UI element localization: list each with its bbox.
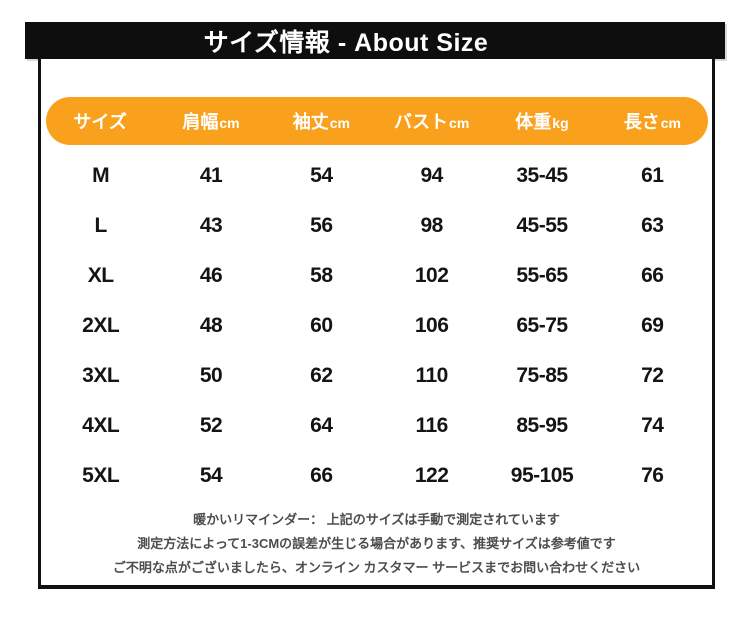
bust-value: 122 [414,464,449,487]
note-line-2: 測定方法によって1-3CMの誤差が生じる場合があります、推奨サイズは参考値です [137,536,616,551]
note-line-1: 暖かいリマインダー： 上記のサイズは手動で測定されています [193,512,560,527]
sleeve-value: 54 [310,164,333,187]
table-row-5xl: 5XL 54 66 122 95-105 76 [46,451,708,501]
table-row-l: L 43 56 98 45-55 63 [46,201,708,251]
size-label: M [92,164,110,187]
size-table-body: M 41 54 94 35-45 61 L 43 56 98 45-55 63 … [41,151,712,501]
header-cell-length: 長さcm [623,112,681,132]
weight-value: 85-95 [516,414,568,437]
length-value: 61 [641,164,664,187]
sleeve-value: 62 [310,364,333,387]
header-cell-size: サイズ [73,112,127,132]
bust-value: 116 [415,414,448,437]
sleeve-value: 60 [310,314,333,337]
sleeve-value: 58 [310,264,333,287]
table-row-m: M 41 54 94 35-45 61 [46,151,708,201]
weight-value: 75-85 [516,364,568,387]
weight-value: 35-45 [516,164,568,187]
table-row-4xl: 4XL 52 64 116 85-95 74 [46,401,708,451]
length-value: 76 [641,464,664,487]
header-cell-shoulder: 肩幅cm [182,112,240,132]
sleeve-value: 56 [310,214,333,237]
weight-value: 65-75 [516,314,568,337]
shoulder-value: 52 [199,414,223,437]
weight-value: 55-65 [516,264,568,287]
page-title: サイズ情報 - About Size [203,28,489,57]
bust-value: 102 [414,264,449,287]
sleeve-value: 66 [310,464,333,487]
length-value: 66 [641,264,664,287]
shoulder-value: 43 [199,214,223,237]
size-label: L [94,214,108,237]
shoulder-value: 41 [199,164,223,187]
length-value: 69 [641,314,664,337]
bust-value: 98 [420,214,443,237]
bust-value: 110 [415,364,448,387]
size-label: XL [87,264,114,287]
size-header-pill: サイズ 肩幅cm 袖丈cm バストcm 体重kg 長さcm [45,97,708,145]
shoulder-value: 50 [199,364,223,387]
length-value: 63 [641,214,664,237]
size-label: 3XL [82,364,120,387]
content-frame: サイズ 肩幅cm 袖丈cm バストcm 体重kg 長さcm M 41 54 94… [38,59,715,589]
header-cell-sleeve: 袖丈cm [292,112,350,132]
sleeve-value: 64 [310,414,333,437]
size-label: 4XL [82,414,120,437]
weight-value: 45-55 [516,214,568,237]
shoulder-value: 54 [199,464,223,487]
table-row-3xl: 3XL 50 62 110 75-85 72 [46,351,708,401]
weight-value: 95-105 [510,464,574,487]
header-cell-bust: バストcm [394,112,470,132]
bust-value: 94 [420,164,443,187]
shoulder-value: 48 [199,314,223,337]
size-label: 5XL [82,464,120,487]
title-bar: サイズ情報 - About Size [25,22,725,59]
table-row-2xl: 2XL 48 60 106 65-75 69 [46,301,708,351]
header-cell-weight: 体重kg [515,112,569,132]
table-row-xl: XL 46 58 102 55-65 66 [46,251,708,301]
shoulder-value: 46 [199,264,223,287]
note-line-3: ご不明な点がございましたら、オンライン カスタマー サービスまでお問い合わせくだ… [112,560,641,575]
size-label: 2XL [82,314,120,337]
bust-value: 106 [414,314,449,337]
length-value: 72 [641,364,664,387]
length-value: 74 [641,414,664,437]
reminder-notes: 暖かいリマインダー： 上記のサイズは手動で測定されています 測定方法によって1-… [41,508,712,580]
